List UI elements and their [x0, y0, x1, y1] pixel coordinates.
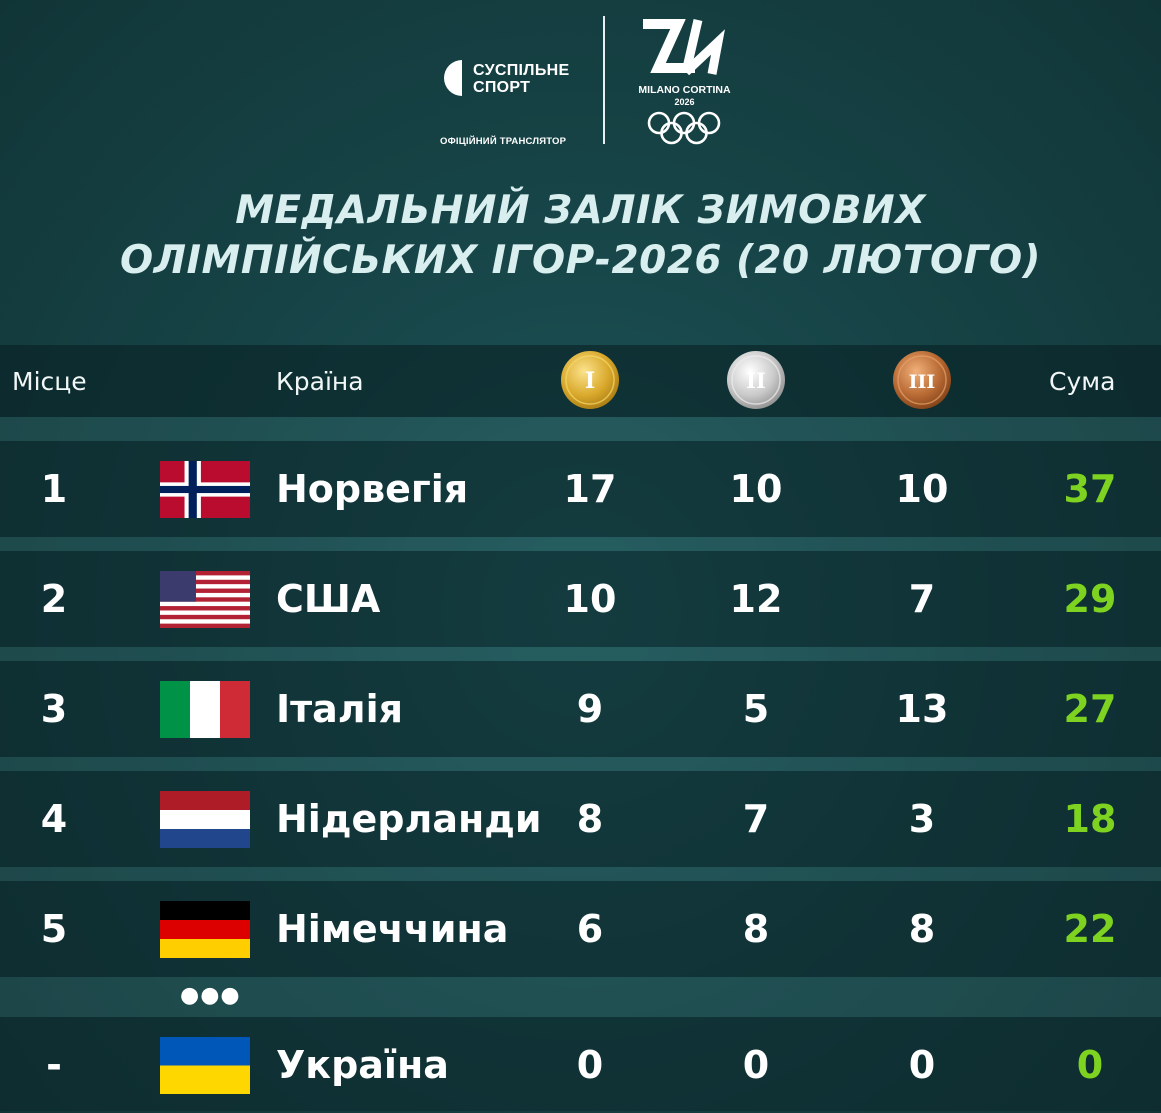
place: 5 [40, 907, 68, 951]
row-separator [0, 977, 1161, 1017]
country-name: Нідерланди [276, 797, 542, 841]
row-separator [0, 757, 1161, 771]
gold-count: 0 [576, 1043, 604, 1087]
ellipsis-indicator: ●●● [180, 983, 241, 1008]
header: СУСПІЛЬНЕ СПОРТ ОФІЦІЙНИЙ ТРАНСЛЯТОР MIL… [0, 0, 1161, 160]
bronze-count: 8 [908, 907, 936, 951]
silver-count: 5 [742, 687, 770, 731]
place: 4 [40, 797, 68, 841]
gold-count: 6 [576, 907, 604, 951]
bronze-count: 10 [895, 467, 949, 511]
games-year: 2026 [674, 97, 695, 107]
table-row: 4 Нідерланди 8 7 3 18 [0, 771, 1161, 867]
column-place: Місце [12, 367, 87, 396]
ukraine-flag [160, 1037, 250, 1094]
gold-medal-icon: I [561, 351, 619, 409]
place: 1 [40, 467, 68, 511]
total-count: 29 [1063, 577, 1117, 621]
medal-table: 1 Норвегія 17 10 10 37 2 [0, 417, 1161, 1111]
row-separator [0, 867, 1161, 881]
place: 3 [40, 687, 68, 731]
place: 2 [40, 577, 68, 621]
milano-cortina-emblem-icon [643, 18, 725, 76]
column-country: Країна [276, 367, 364, 396]
silver-count: 8 [742, 907, 770, 951]
norway-flag [160, 461, 250, 518]
bronze-count: 3 [908, 797, 936, 841]
bronze-count: 0 [908, 1043, 936, 1087]
country-name: Україна [276, 1043, 449, 1087]
netherlands-flag [160, 791, 250, 848]
gold-count: 17 [563, 467, 617, 511]
title-line-2: ОЛІМПІЙСЬКИХ ІГОР-2026 (20 ЛЮТОГО) [119, 238, 1041, 283]
table-header: Місце Країна I II III Сума [0, 345, 1161, 417]
svg-text:III: III [909, 371, 936, 393]
total-count: 27 [1063, 687, 1117, 731]
svg-text:II: II [746, 368, 766, 393]
total-count: 0 [1076, 1043, 1104, 1087]
total-count: 37 [1063, 467, 1117, 511]
silver-count: 12 [729, 577, 783, 621]
column-total: Сума [1049, 367, 1116, 396]
table-row: 1 Норвегія 17 10 10 37 [0, 441, 1161, 537]
bronze-count: 13 [895, 687, 949, 731]
broadcaster-name: СУСПІЛЬНЕ СПОРТ [473, 62, 570, 96]
silver-count: 10 [729, 467, 783, 511]
title-line-1: МЕДАЛЬНИЙ ЗАЛІК ЗИМОВИХ [235, 188, 926, 233]
olympic-rings-icon [647, 111, 721, 145]
country-name: Італія [276, 687, 404, 731]
row-separator [0, 647, 1161, 661]
bronze-count: 7 [908, 577, 936, 621]
country-name: Норвегія [276, 467, 469, 511]
svg-text:I: I [585, 368, 595, 394]
row-separator [0, 537, 1161, 551]
germany-flag [160, 901, 250, 958]
silver-count: 7 [742, 797, 770, 841]
page-title: МЕДАЛЬНИЙ ЗАЛІК ЗИМОВИХ ОЛІМПІЙСЬКИХ ІГО… [0, 186, 1161, 286]
gold-count: 8 [576, 797, 604, 841]
games-logo: MILANO CORTINA 2026 [622, 18, 747, 148]
suspilne-logo-icon [444, 60, 462, 96]
header-divider [603, 16, 605, 144]
country-name: США [276, 577, 381, 621]
table-row: 5 Німеччина 6 8 8 22 [0, 881, 1161, 977]
table-row: 3 Італія 9 5 13 27 [0, 661, 1161, 757]
total-count: 22 [1063, 907, 1117, 951]
total-count: 18 [1063, 797, 1117, 841]
silver-count: 0 [742, 1043, 770, 1087]
italy-flag [160, 681, 250, 738]
usa-flag [160, 571, 250, 628]
gold-count: 9 [576, 687, 604, 731]
row-separator [0, 417, 1161, 441]
silver-medal-icon: II [727, 351, 785, 409]
gold-count: 10 [563, 577, 617, 621]
broadcaster-subtitle: ОФІЦІЙНИЙ ТРАНСЛЯТОР [440, 136, 567, 147]
games-name: MILANO CORTINA [638, 84, 731, 96]
country-name: Німеччина [276, 907, 509, 951]
place: - [46, 1043, 62, 1087]
table-row: - Україна 0 0 0 0 [0, 1017, 1161, 1111]
table-row: 2 США 10 12 7 29 [0, 551, 1161, 647]
bronze-medal-icon: III [893, 351, 951, 409]
